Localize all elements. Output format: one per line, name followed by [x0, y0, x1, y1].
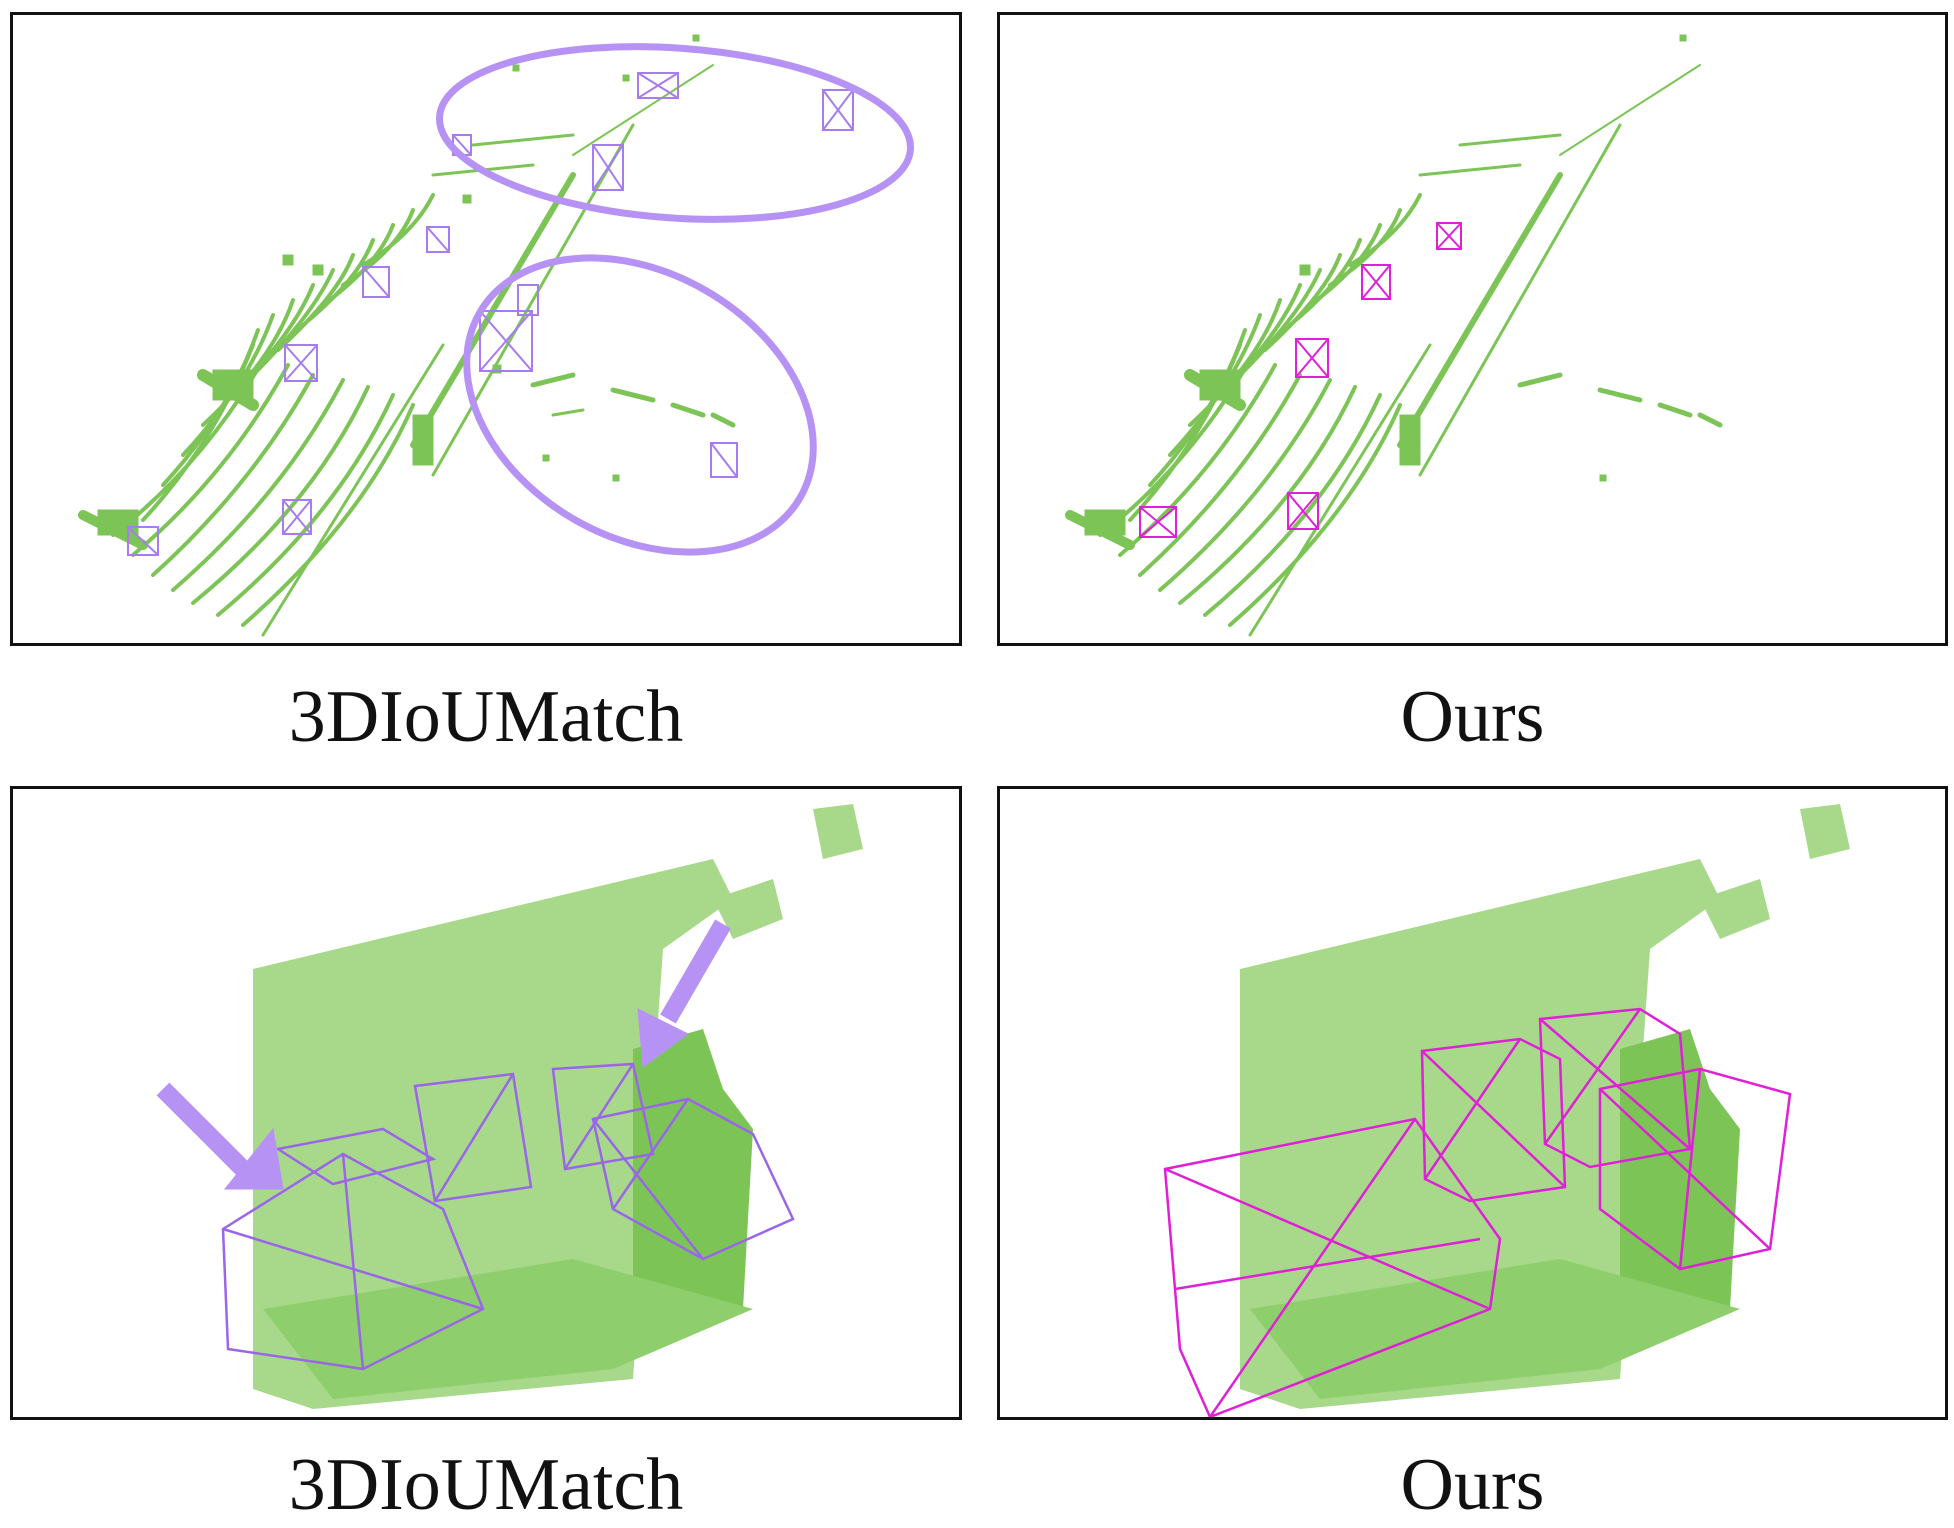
- indoor-point-cloud-ours: [1163, 804, 1850, 1417]
- ours-3d-boxes: [1163, 1007, 1792, 1417]
- ours-3d-boxes: [1139, 222, 1462, 538]
- panel-3dioumatch-indoor: [10, 786, 962, 1420]
- point-cloud: [253, 804, 863, 1409]
- point-cloud: [1065, 34, 1723, 637]
- panel-ours-indoor: [997, 786, 1948, 1420]
- highlight-arrows: [156, 919, 731, 1190]
- indoor-point-cloud-baseline: [156, 804, 863, 1409]
- point-cloud: [1240, 804, 1850, 1409]
- caption-3dioumatch-top: 3DIoUMatch: [288, 676, 684, 758]
- panel-3dioumatch-outdoor: [10, 12, 962, 646]
- caption-ours-top: Ours: [1400, 676, 1545, 758]
- outdoor-point-cloud-baseline: [78, 34, 914, 637]
- baseline-3d-boxes: [221, 1062, 795, 1371]
- caption-ours-bottom: Ours: [1400, 1444, 1545, 1526]
- highlight-ellipses: [436, 43, 914, 556]
- outdoor-point-cloud-ours: [1065, 34, 1723, 637]
- baseline-3d-boxes: [127, 72, 854, 556]
- caption-3dioumatch-bottom: 3DIoUMatch: [288, 1444, 684, 1526]
- point-cloud: [78, 34, 736, 637]
- panel-ours-outdoor: [997, 12, 1948, 646]
